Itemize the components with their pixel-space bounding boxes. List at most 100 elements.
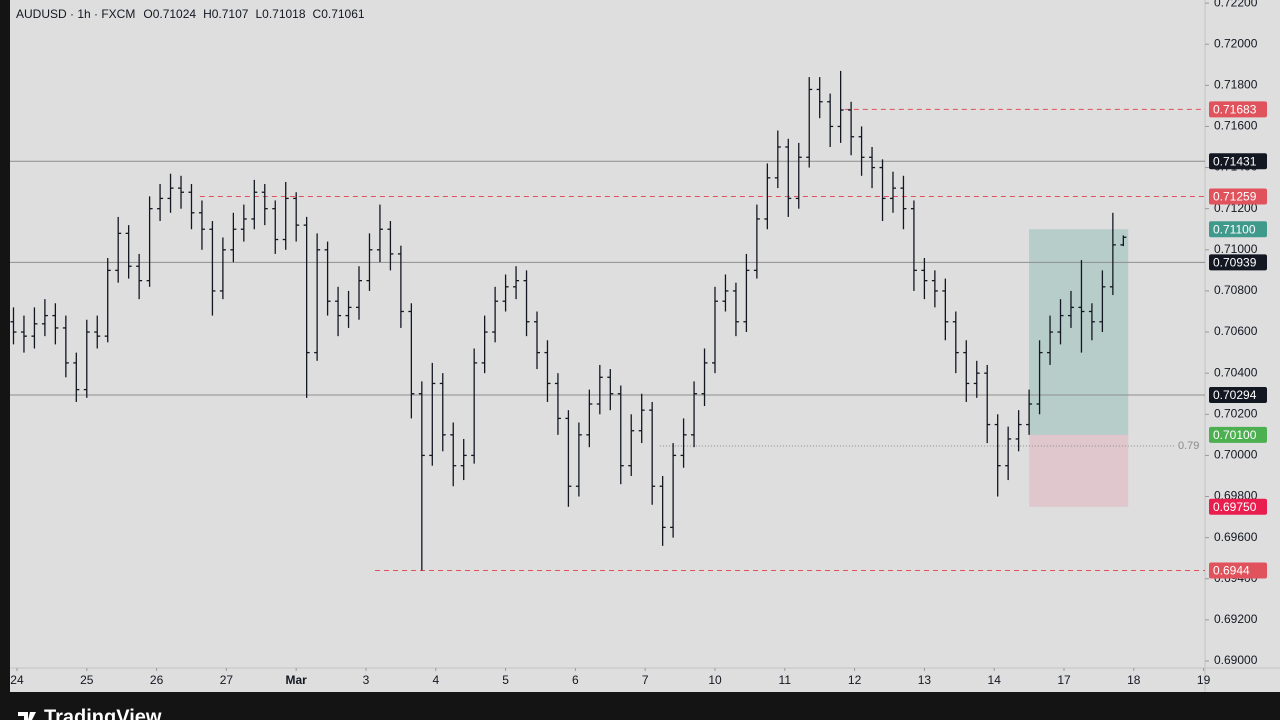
ohlc-bar bbox=[680, 418, 687, 468]
price-badge bbox=[1209, 562, 1267, 579]
y-tick-label: 0.70200 bbox=[1214, 406, 1258, 420]
price-badge bbox=[1209, 498, 1267, 515]
ohlc-bar bbox=[607, 369, 614, 411]
y-tick-label: 0.69600 bbox=[1214, 530, 1258, 544]
ohlc-bar bbox=[41, 299, 48, 337]
ohlc-bar bbox=[157, 184, 164, 222]
ohlc-bar bbox=[1005, 426, 1012, 481]
x-tick-label: 3 bbox=[363, 673, 370, 687]
x-tick-label: 25 bbox=[80, 673, 94, 687]
x-tick-label: 27 bbox=[220, 673, 234, 687]
fib-level-label: 0.79 bbox=[1178, 440, 1199, 452]
ohlc-bar bbox=[481, 315, 488, 374]
legend-header: AUDUSD · 1h · FXCM O 0.71024 H 0.7107 L 0.710… bbox=[16, 7, 365, 21]
ohlc-bar bbox=[659, 475, 666, 546]
ohlc-bar bbox=[136, 253, 143, 300]
ohlc-bar bbox=[293, 192, 300, 242]
x-tick-label: 26 bbox=[150, 673, 164, 687]
ohlc-bar bbox=[931, 270, 938, 308]
x-tick-label: 24 bbox=[10, 673, 24, 687]
ohlc-bar bbox=[10, 307, 17, 345]
price-badge bbox=[1209, 254, 1267, 271]
x-tick-label: 10 bbox=[708, 673, 722, 687]
plot-area: 0.79 bbox=[10, 70, 1205, 572]
x-tick-label: 13 bbox=[918, 673, 932, 687]
legend-prefix: H bbox=[203, 7, 212, 21]
symbol-title: AUDUSD · 1h · FXCM bbox=[16, 7, 135, 21]
ohlc-bar bbox=[314, 233, 321, 361]
ohlc-bar bbox=[534, 311, 541, 370]
ohlc-bar bbox=[104, 258, 111, 343]
x-tick-label: 18 bbox=[1127, 673, 1141, 687]
ohlc-bar bbox=[167, 173, 174, 213]
ohlc-bar bbox=[523, 270, 530, 337]
legend-value: 0.7107 bbox=[212, 7, 249, 21]
price-badge bbox=[1209, 153, 1267, 170]
price-badge bbox=[1209, 426, 1267, 443]
legend-value: 0.71018 bbox=[262, 7, 306, 21]
price-badge bbox=[1209, 386, 1267, 403]
ohlc-bar bbox=[356, 266, 363, 320]
ohlc-bar bbox=[795, 142, 802, 209]
price-badge-label: 0.71683 bbox=[1213, 103, 1257, 117]
legend-value: 0.71061 bbox=[321, 7, 365, 21]
chart-background bbox=[10, 0, 1280, 692]
x-tick-label: 14 bbox=[988, 673, 1002, 687]
ohlc-bar bbox=[1015, 410, 1022, 452]
ohlc-bar bbox=[984, 364, 991, 444]
y-tick-label: 0.70400 bbox=[1214, 365, 1258, 379]
y-tick-label: 0.69200 bbox=[1214, 612, 1258, 626]
x-tick-label: 12 bbox=[848, 673, 862, 687]
position-loss-zone bbox=[1029, 434, 1129, 507]
ohlc-bar bbox=[198, 200, 205, 250]
ohlc-bar bbox=[575, 422, 582, 497]
ohlc-bar bbox=[628, 414, 635, 476]
ohlc-bar bbox=[722, 274, 729, 312]
ohlc-bar bbox=[439, 373, 446, 452]
ohlc-bar bbox=[544, 340, 551, 402]
ohlc-bar bbox=[335, 286, 342, 337]
ohlc-bar bbox=[1067, 290, 1074, 328]
ohlc-bar bbox=[492, 286, 499, 343]
ohlc-bar bbox=[209, 221, 216, 316]
ohlc-bar bbox=[251, 179, 258, 230]
ohlc-bar bbox=[52, 303, 59, 345]
ohlc-bar bbox=[1036, 340, 1043, 415]
ohlc-bar bbox=[952, 311, 959, 374]
ohlc-bar bbox=[513, 266, 520, 300]
ohlc-bar bbox=[691, 381, 698, 448]
ohlc-bar bbox=[848, 101, 855, 156]
ohlc-bar bbox=[753, 204, 760, 279]
ohlc-bar bbox=[219, 237, 226, 300]
ohlc-bar bbox=[586, 389, 593, 448]
ohlc-bar bbox=[303, 216, 310, 398]
legend-prefix: L bbox=[255, 7, 262, 21]
ohlc-bar bbox=[324, 241, 331, 316]
y-tick-label: 0.72200 bbox=[1214, 0, 1258, 9]
price-badge bbox=[1209, 188, 1267, 205]
price-badge-label: 0.71259 bbox=[1213, 190, 1257, 204]
ohlc-bar bbox=[1099, 270, 1106, 333]
y-tick-label: 0.70800 bbox=[1214, 283, 1258, 297]
ohlc-bar bbox=[785, 138, 792, 217]
ohlc-bar bbox=[889, 171, 896, 213]
ohlc-bar bbox=[963, 340, 970, 402]
price-badge-label: 0.71431 bbox=[1213, 154, 1257, 168]
x-tick-label: 5 bbox=[502, 673, 509, 687]
legend-value: 0.71024 bbox=[153, 7, 197, 21]
ohlc-bar bbox=[910, 200, 917, 291]
x-tick-label: 17 bbox=[1057, 673, 1071, 687]
ohlc-bar bbox=[272, 200, 279, 254]
ohlc-bar bbox=[282, 181, 289, 250]
ohlc-bar bbox=[83, 319, 90, 398]
x-tick-label: 7 bbox=[642, 673, 649, 687]
y-tick-label: 0.71600 bbox=[1214, 119, 1258, 133]
ohlc-bar bbox=[62, 315, 69, 378]
ohlc-bar bbox=[366, 233, 373, 291]
price-badge bbox=[1209, 221, 1267, 238]
y-tick-label: 0.71000 bbox=[1214, 242, 1258, 256]
ohlc-bar bbox=[869, 147, 876, 189]
x-tick-label: Mar bbox=[286, 673, 308, 687]
ohlc-bar bbox=[376, 204, 383, 263]
